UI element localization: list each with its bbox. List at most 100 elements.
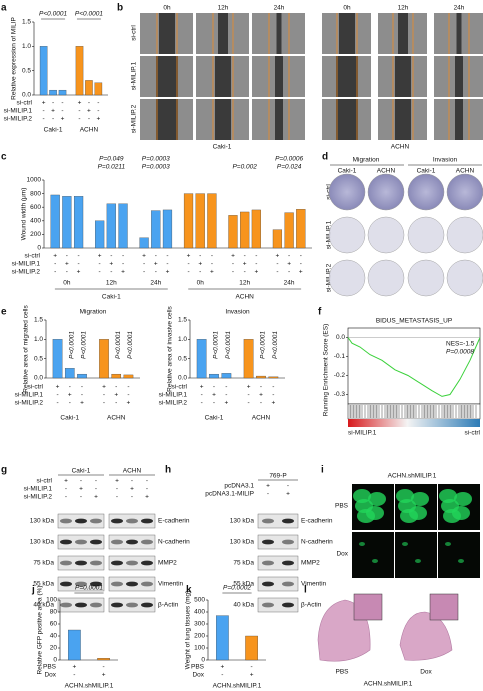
row-label: si-MILIP.1 (15, 392, 44, 399)
sign: + (98, 253, 102, 260)
sign: - (43, 116, 45, 123)
cell-label: ACHN (377, 168, 396, 175)
p-value: P=0.0001 (75, 585, 103, 592)
gfp-signal (357, 509, 375, 523)
time-label: 12h (106, 280, 117, 287)
time-label: 0h (163, 5, 171, 12)
protein-label: Vimentin (158, 581, 184, 588)
gfp-signal (402, 542, 408, 546)
sign: - (272, 384, 274, 391)
sign: + (53, 253, 57, 260)
p-value: P<0.0001 (127, 331, 134, 359)
row-label: PBS (191, 664, 205, 671)
group-label: ACHN (123, 468, 142, 475)
blot-band (126, 518, 138, 524)
sign: + (259, 392, 263, 399)
assay-label: Migration (353, 157, 380, 164)
panel-letter: f (318, 307, 322, 318)
sign: - (221, 672, 223, 679)
blot-band (282, 581, 294, 587)
y-tick-label: 200 (194, 633, 205, 640)
blot-band (262, 560, 274, 566)
y-tick-label: 0.0 (336, 334, 345, 341)
sign: + (51, 108, 55, 115)
enrichment-curve (347, 337, 481, 397)
size-label: 75 kDa (33, 560, 54, 567)
sign: - (99, 269, 101, 276)
sign: + (266, 483, 270, 490)
sign: + (276, 253, 280, 260)
sign: + (220, 664, 224, 671)
panel-letter: c (1, 152, 7, 163)
sign: - (232, 269, 234, 276)
time-label: 12h (398, 5, 409, 12)
blot-band (60, 539, 72, 545)
bar (111, 373, 122, 379)
gfp-image (395, 532, 437, 578)
sign: + (210, 269, 214, 276)
group-label: Caki-1 (102, 294, 121, 301)
bar (106, 203, 116, 249)
group-label: Caki-1 (205, 415, 224, 422)
bar (99, 339, 109, 379)
gfp-image (438, 532, 480, 578)
transwell-image (367, 259, 405, 297)
y-tick-label: 0.5 (34, 355, 43, 362)
wound-gap (455, 99, 463, 140)
blot-band (90, 518, 102, 524)
sign: - (300, 261, 302, 268)
row-label: si-MILIP.2 (15, 400, 44, 407)
protein-label: E-cadherin (158, 518, 190, 525)
wound-gap (275, 56, 283, 97)
y-tick-label: 600 (30, 204, 41, 211)
sign: + (271, 400, 275, 407)
blot-band (282, 539, 294, 545)
blot-panel (257, 513, 299, 529)
blot-panel (257, 576, 299, 592)
p-value: P=0.024 (277, 164, 302, 171)
sign: + (287, 261, 291, 268)
sign: - (213, 400, 215, 407)
bar (162, 209, 173, 249)
sign: - (65, 494, 67, 501)
protein-label: MMP2 (301, 560, 320, 567)
sign: + (166, 269, 170, 276)
blot-band (90, 560, 102, 566)
bar (228, 215, 238, 249)
wound-gap (156, 56, 178, 97)
blot-band (60, 518, 72, 524)
sign: + (254, 269, 258, 276)
sign: - (276, 261, 278, 268)
group-label: Caki-1 (213, 144, 232, 151)
sign: + (56, 384, 60, 391)
sign: - (166, 253, 168, 260)
y-axis-label: Wound width (μm) (21, 188, 28, 241)
sign: + (72, 664, 76, 671)
sign: - (88, 116, 90, 123)
caption: ACHN.shMILIP.1 (364, 681, 413, 688)
transwell-image (328, 216, 366, 254)
transwell-image (367, 173, 405, 211)
sign: - (80, 478, 82, 485)
sign: + (64, 478, 68, 485)
protein-label: N-cadherin (301, 539, 333, 546)
sign: + (127, 400, 131, 407)
sign: - (155, 253, 157, 260)
p-value: P=0.049 (99, 156, 124, 163)
sign: - (166, 261, 168, 268)
bar (75, 46, 84, 96)
bar (296, 209, 306, 249)
sign: - (66, 269, 68, 276)
sign: - (115, 384, 117, 391)
sign: + (42, 100, 46, 107)
y-tick-label: -0.1 (334, 353, 346, 360)
bar (49, 89, 57, 96)
phenotype-label: si-MILIP.1 (348, 430, 377, 437)
y-tick-label: 1.0 (178, 336, 187, 343)
blot-band (126, 560, 138, 566)
row-label: pcDNA3.1-MILIP (205, 491, 254, 498)
sign: - (187, 269, 189, 276)
blot-band (111, 581, 123, 587)
rank-colorbar (348, 419, 480, 427)
time-label: 0h (343, 5, 351, 12)
